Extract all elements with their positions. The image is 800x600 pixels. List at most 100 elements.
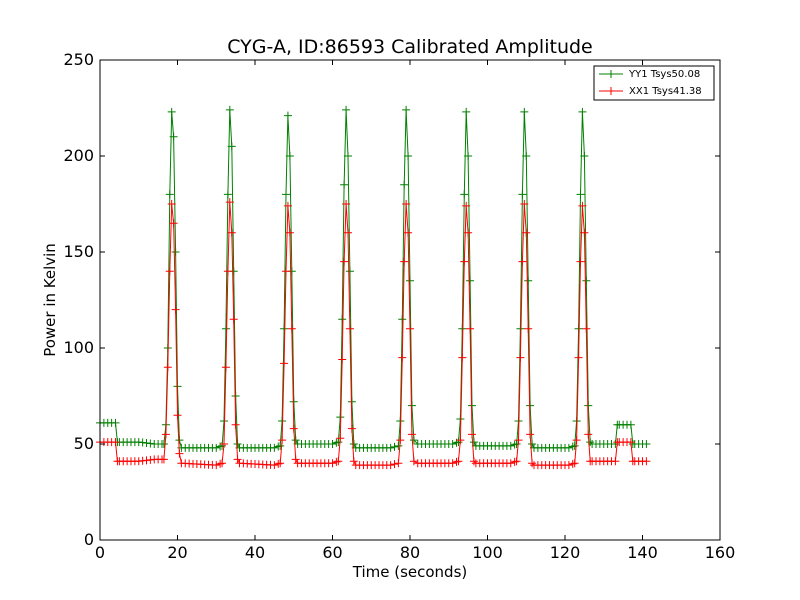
data-point-yy1: [167, 107, 176, 116]
data-point-xx1: [225, 198, 234, 207]
data-point-yy1: [611, 440, 620, 448]
data-point-xx1: [564, 461, 573, 470]
data-point-yy1: [386, 443, 395, 452]
y-axis-label: Power in Kelvin: [41, 243, 59, 357]
data-point-xx1: [175, 449, 184, 458]
data-point-xx1: [468, 430, 476, 439]
data-point-yy1: [409, 436, 418, 445]
x-tick-label: 120: [550, 543, 581, 562]
data-point-xx1: [291, 455, 300, 464]
legend-box: [593, 65, 715, 101]
data-point-yy1: [218, 441, 227, 450]
data-point-yy1: [518, 190, 527, 199]
data-point-yy1: [570, 441, 579, 450]
data-point-xx1: [518, 257, 527, 266]
data-point-yy1: [291, 436, 300, 445]
y-tick-label: 0: [84, 530, 94, 549]
data-point-yy1: [225, 105, 234, 114]
data-point-xx1: [390, 460, 399, 469]
data-point-xx1: [227, 228, 236, 237]
data-point-yy1: [516, 324, 525, 333]
data-point-xx1: [349, 457, 358, 466]
x-tick-label: 20: [167, 543, 187, 562]
data-point-xx1: [231, 420, 240, 429]
data-point-yy1: [394, 441, 403, 450]
y-tick-label: 150: [63, 242, 94, 261]
data-point-xx1: [520, 200, 529, 208]
data-point-yy1: [464, 152, 473, 160]
chart-title: CYG-A, ID:86593 Calibrated Amplitude: [227, 36, 592, 58]
data-point-xx1: [506, 459, 515, 468]
data-point-xx1: [469, 457, 478, 466]
data-point-xx1: [626, 438, 635, 447]
data-point-xx1: [221, 363, 230, 372]
data-point-xx1: [407, 430, 416, 439]
data-point-xx1: [283, 201, 292, 210]
data-point-yy1: [564, 443, 573, 452]
data-point-xx1: [270, 461, 279, 470]
data-point-xx1: [402, 200, 411, 208]
data-point-yy1: [626, 420, 635, 429]
data-point-yy1: [510, 440, 519, 449]
data-point-yy1: [334, 438, 343, 447]
data-point-yy1: [169, 132, 178, 141]
data-point-xx1: [218, 459, 227, 468]
data-point-xx1: [280, 359, 289, 368]
data-point-xx1: [282, 267, 290, 276]
data-point-yy1: [406, 276, 414, 285]
data-point-yy1: [340, 180, 349, 189]
data-point-xx1: [578, 201, 587, 210]
data-point-xx1: [163, 363, 172, 372]
data-point-xx1: [336, 434, 345, 443]
data-point-xx1: [510, 457, 519, 466]
x-tick-label: 140: [627, 543, 658, 562]
data-point-xx1: [340, 257, 349, 266]
legend-marker-xx1: [607, 87, 615, 95]
data-point-yy1: [221, 324, 230, 333]
data-point-xx1: [456, 436, 465, 445]
legend-item-xx1: XX1 Tsys41.38: [599, 86, 702, 97]
data-point-xx1: [404, 228, 413, 237]
data-point-yy1: [458, 324, 467, 333]
data-point-yy1: [332, 438, 341, 447]
data-point-xx1: [233, 455, 242, 464]
data-point-yy1: [175, 436, 184, 445]
data-point-yy1: [344, 152, 352, 160]
data-point-xx1: [568, 459, 577, 468]
x-tick-label: 40: [245, 543, 265, 562]
data-point-yy1: [165, 190, 174, 199]
data-point-xx1: [572, 436, 581, 445]
data-point-yy1: [282, 190, 290, 199]
data-point-xx1: [526, 430, 535, 439]
data-point-xx1: [454, 457, 463, 466]
data-point-yy1: [227, 142, 236, 151]
legend: YY1 Tsys50.08 XX1 Tsys41.38: [593, 65, 715, 101]
data-point-yy1: [454, 438, 463, 447]
data-point-xx1: [409, 457, 418, 466]
data-point-xx1: [580, 228, 589, 237]
data-point-xx1: [396, 436, 405, 445]
data-point-yy1: [276, 441, 285, 450]
series-layer: [96, 105, 651, 470]
data-point-xx1: [285, 228, 294, 237]
data-point-yy1: [586, 438, 595, 447]
y-tick-label: 50: [74, 434, 94, 453]
data-point-xx1: [332, 457, 341, 466]
data-point-yy1: [233, 440, 242, 448]
data-point-xx1: [611, 457, 620, 466]
series-xx1: [96, 198, 651, 470]
data-point-xx1: [161, 430, 170, 439]
data-point-xx1: [216, 459, 225, 468]
data-point-yy1: [642, 440, 651, 448]
y-tick-label: 100: [63, 338, 94, 357]
data-point-yy1: [349, 440, 358, 448]
data-point-yy1: [328, 440, 337, 448]
data-point-xx1: [514, 436, 523, 445]
data-point-yy1: [520, 107, 529, 116]
data-point-xx1: [345, 324, 354, 333]
legend-label-yy1: YY1 Tsys50.08: [628, 69, 700, 80]
data-point-xx1: [466, 324, 475, 333]
data-point-yy1: [506, 441, 515, 450]
x-tick-label: 100: [472, 543, 503, 562]
data-point-xx1: [220, 440, 228, 448]
